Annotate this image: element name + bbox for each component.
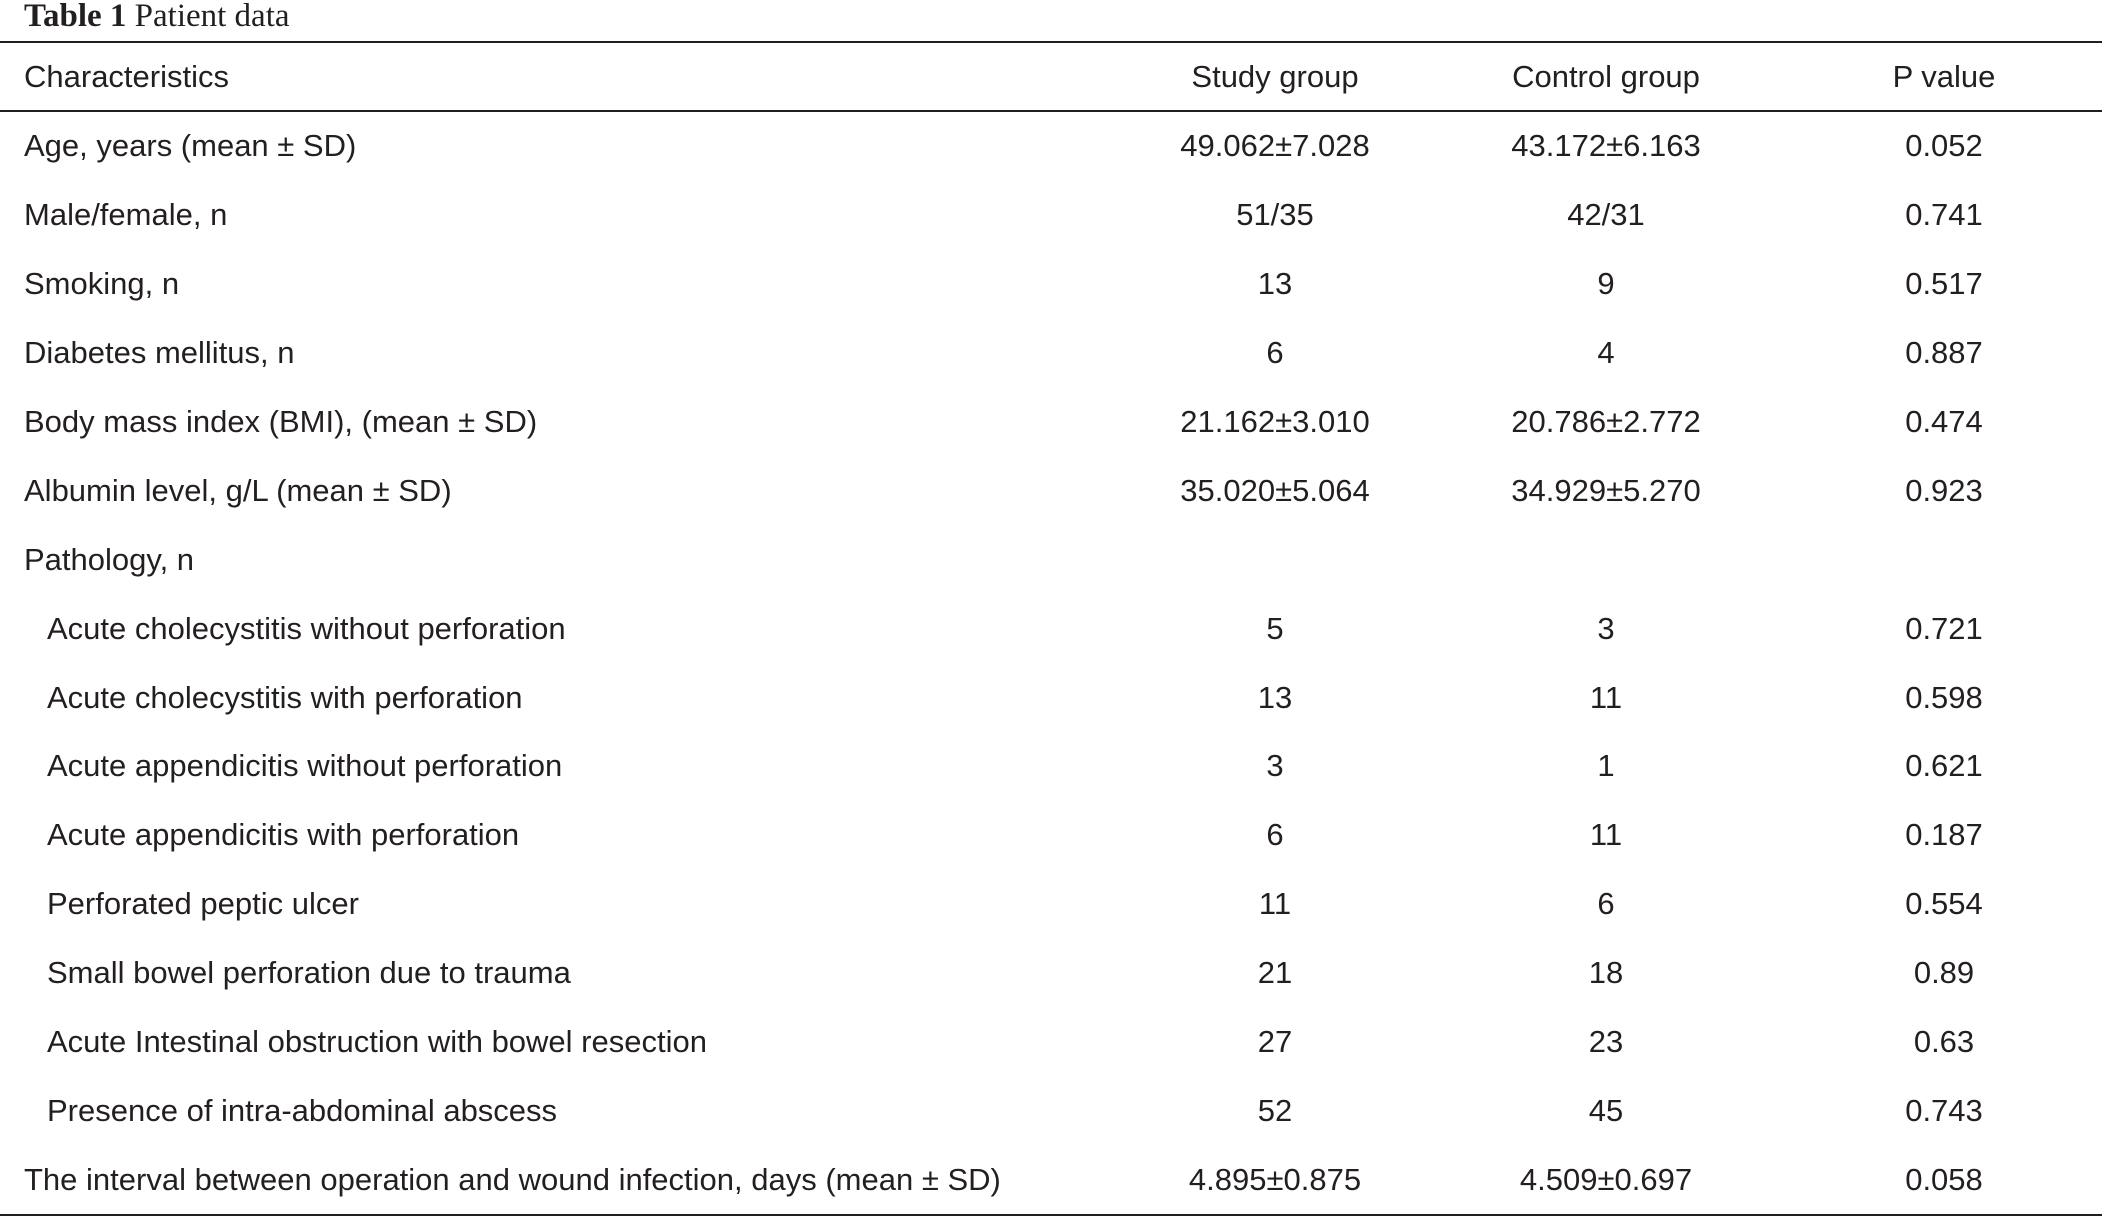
header-p-value: P value <box>1892 58 1996 94</box>
table-row: Pathology, n <box>0 525 2102 594</box>
cell-control-group: 43.172±6.163 <box>1511 128 1701 164</box>
cell-study-group: 13 <box>1257 266 1293 302</box>
cell-p-value: 0.63 <box>1913 1024 1975 1060</box>
table-row: Perforated peptic ulcer 11 6 0.554 <box>0 870 2102 939</box>
cell-study-group <box>1124 525 1426 594</box>
table-row: Smoking, n 13 9 0.517 <box>0 250 2102 319</box>
table-row: Acute cholecystitis with perforation 13 11… <box>0 663 2102 732</box>
cell-characteristic: Male/female, n <box>24 197 228 233</box>
cell-p-value: 0.187 <box>1905 817 1983 853</box>
table-row: Small bowel perforation due to trauma 21 1… <box>0 939 2102 1008</box>
cell-control-group: 11 <box>1589 679 1623 715</box>
patient-data-table: Characteristics Study group Control grou… <box>0 41 2102 1216</box>
cell-control-group: 9 <box>1597 266 1615 302</box>
cell-control-group: 6 <box>1597 886 1615 922</box>
cell-p-value: 0.554 <box>1905 886 1983 922</box>
table-row: Age, years (mean ± SD) 49.062±7.028 43.172… <box>0 111 2102 181</box>
table-body: Age, years (mean ± SD) 49.062±7.028 43.172… <box>0 111 2102 1216</box>
cell-characteristic: Presence of intra-abdominal abscess <box>47 1092 558 1128</box>
cell-study-group: 13 <box>1257 679 1293 715</box>
cell-characteristic: Smoking, n <box>24 266 180 302</box>
table-row: Acute Intestinal obstruction with bowel … <box>0 1008 2102 1077</box>
cell-study-group: 5 <box>1266 610 1284 646</box>
cell-control-group: 4 <box>1597 335 1615 371</box>
cell-study-group: 21 <box>1257 955 1293 991</box>
table-row: Presence of intra-abdominal abscess 52 45 0… <box>0 1076 2102 1145</box>
cell-characteristic: Acute Intestinal obstruction with bowel … <box>47 1024 707 1060</box>
table-row: The interval between operation and wound… <box>0 1145 2102 1216</box>
table-number: Table 1 <box>24 0 127 34</box>
cell-characteristic: Acute cholecystitis with perforation <box>47 679 523 715</box>
cell-study-group: 21.162±3.010 <box>1180 404 1370 439</box>
cell-control-group: 18 <box>1588 955 1624 991</box>
cell-p-value: 0.721 <box>1905 610 1983 646</box>
table-row: Albumin level, g/L (mean ± SD) 35.020±5.0… <box>0 456 2102 525</box>
cell-control-group <box>1426 525 1786 594</box>
table-row: Diabetes mellitus, n 6 4 0.887 <box>0 319 2102 388</box>
cell-characteristic: Body mass index (BMI), (mean ± SD) <box>24 404 538 439</box>
cell-p-value: 0.743 <box>1905 1092 1983 1128</box>
cell-p-value: 0.89 <box>1913 955 1975 991</box>
table-title: Patient data <box>134 0 290 34</box>
cell-control-group: 20.786±2.772 <box>1511 404 1701 439</box>
cell-p-value: 0.887 <box>1905 335 1983 371</box>
cell-characteristic: Acute cholecystitis without perforation <box>47 610 566 646</box>
cell-study-group: 52 <box>1257 1092 1293 1128</box>
cell-characteristic: Pathology, n <box>24 541 195 577</box>
cell-p-value: 0.621 <box>1905 748 1983 784</box>
cell-study-group: 6 <box>1266 335 1284 371</box>
cell-characteristic: Diabetes mellitus, n <box>24 335 295 371</box>
cell-study-group: 35.020±5.064 <box>1180 472 1370 508</box>
cell-characteristic: The interval between operation and wound… <box>24 1161 1001 1197</box>
cell-control-group: 45 <box>1588 1092 1624 1128</box>
cell-characteristic: Age, years (mean ± SD) <box>24 128 357 164</box>
table-caption: Table 1 Patient data <box>24 0 290 38</box>
cell-control-group: 23 <box>1588 1024 1624 1060</box>
cell-p-value: 0.923 <box>1905 472 1983 508</box>
cell-study-group: 4.895±0.875 <box>1188 1161 1362 1197</box>
cell-control-group: 11 <box>1589 817 1623 853</box>
table-header: Characteristics Study group Control grou… <box>0 42 2102 111</box>
table-row: Body mass index (BMI), (mean ± SD) 21.162… <box>0 388 2102 457</box>
cell-study-group: 27 <box>1257 1024 1293 1060</box>
cell-characteristic: Perforated peptic ulcer <box>47 886 359 922</box>
cell-p-value: 0.741 <box>1905 197 1983 233</box>
cell-study-group: 6 <box>1266 817 1284 853</box>
cell-study-group: 49.062±7.028 <box>1180 128 1370 164</box>
cell-study-group: 3 <box>1266 748 1284 784</box>
cell-control-group: 1 <box>1597 748 1615 784</box>
cell-study-group: 51/35 <box>1236 197 1314 233</box>
cell-p-value: 0.052 <box>1905 128 1983 164</box>
cell-p-value: 0.474 <box>1905 404 1983 439</box>
cell-p-value: 0.598 <box>1905 679 1983 715</box>
cell-control-group: 4.509±0.697 <box>1519 1161 1693 1197</box>
header-control-group: Control group <box>1512 58 1700 94</box>
cell-p-value: 0.517 <box>1905 266 1983 302</box>
cell-characteristic: Acute appendicitis with perforation <box>47 817 520 853</box>
cell-p-value: 0.058 <box>1905 1161 1983 1197</box>
cell-control-group: 42/31 <box>1567 197 1645 233</box>
cell-control-group: 34.929±5.270 <box>1511 472 1701 508</box>
table-row: Male/female, n 51/35 42/31 0.741 <box>0 181 2102 250</box>
header-characteristics: Characteristics <box>24 58 229 94</box>
cell-characteristic: Albumin level, g/L (mean ± SD) <box>24 472 452 508</box>
header-study-group: Study group <box>1191 58 1359 94</box>
table-row: Acute appendicitis without perforation 3 1… <box>0 732 2102 801</box>
cell-control-group: 3 <box>1597 610 1615 646</box>
cell-characteristic: Small bowel perforation due to trauma <box>47 955 571 991</box>
cell-study-group: 11 <box>1258 886 1292 922</box>
cell-p-value <box>1786 525 2102 594</box>
table-row: Acute cholecystitis without perforation 5… <box>0 594 2102 663</box>
cell-characteristic: Acute appendicitis without perforation <box>47 748 563 784</box>
header-row: Characteristics Study group Control grou… <box>0 42 2102 111</box>
table-row: Acute appendicitis with perforation 6 11 0.… <box>0 801 2102 870</box>
